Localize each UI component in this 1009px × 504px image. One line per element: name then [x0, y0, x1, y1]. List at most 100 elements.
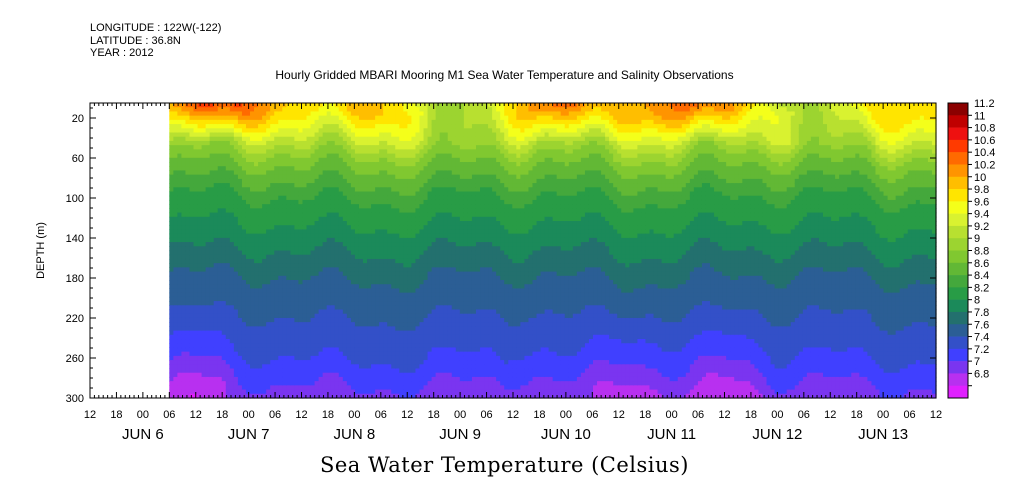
heatmap-cell: [314, 351, 320, 357]
heatmap-cell: [314, 389, 320, 395]
heatmap-cell: [387, 309, 392, 315]
heatmap-cell: [286, 258, 291, 264]
heatmap-cell: [451, 351, 457, 357]
heatmap-cell: [225, 267, 231, 273]
heatmap-cell: [363, 284, 368, 290]
heatmap-cell: [334, 183, 340, 188]
heatmap-cell: [342, 284, 348, 290]
heatmap-cell: [254, 250, 259, 256]
heatmap-cell: [209, 347, 215, 353]
heatmap-cell: [455, 107, 461, 113]
heatmap-cell: [322, 124, 328, 129]
heatmap-cell: [395, 191, 400, 197]
heatmap-cell: [423, 225, 429, 231]
heatmap-cell: [431, 187, 437, 193]
heatmap-cell: [318, 339, 324, 344]
heatmap-cell: [290, 132, 296, 138]
heatmap-cell: [254, 111, 259, 117]
heatmap-cell: [306, 372, 312, 378]
heatmap-cell: [326, 199, 332, 205]
heatmap-cell: [407, 372, 413, 378]
heatmap-cell: [294, 368, 300, 374]
heatmap-cell: [318, 233, 324, 239]
heatmap-cell: [367, 313, 372, 319]
heatmap-cell: [197, 288, 203, 294]
heatmap-cell: [302, 330, 308, 336]
heatmap-cell: [274, 280, 279, 285]
heatmap-cell: [258, 111, 263, 117]
heatmap-cell: [435, 174, 441, 180]
heatmap-cell: [367, 330, 372, 336]
heatmap-cell: [395, 275, 400, 281]
heatmap-cell: [375, 225, 380, 231]
heatmap-cell: [278, 149, 283, 155]
heatmap-cell: [229, 376, 235, 382]
heatmap-cell: [338, 271, 344, 277]
heatmap-cell: [358, 351, 364, 357]
heatmap-cell: [447, 170, 453, 176]
heatmap-cell: [294, 242, 300, 247]
heatmap-cell: [375, 309, 380, 315]
heatmap-cell: [358, 343, 364, 349]
heatmap-cell: [290, 242, 296, 247]
heatmap-cell: [375, 292, 380, 298]
heatmap-cell: [286, 162, 291, 167]
heatmap-cell: [282, 389, 287, 395]
heatmap-cell: [447, 351, 453, 357]
heatmap-cell: [306, 149, 312, 155]
heatmap-cell: [346, 326, 352, 332]
heatmap-cell: [177, 317, 183, 323]
heatmap-cell: [330, 128, 336, 134]
heatmap-cell: [262, 199, 267, 205]
heatmap-cell: [250, 376, 255, 382]
heatmap-cell: [266, 111, 271, 117]
heatmap-cell: [250, 140, 255, 146]
heatmap-cell: [274, 292, 279, 298]
heatmap-cell: [375, 351, 380, 357]
heatmap-cell: [326, 140, 332, 146]
heatmap-cell: [451, 229, 457, 235]
heatmap-cell: [451, 284, 457, 290]
heatmap-cell: [213, 339, 219, 344]
heatmap-cell: [391, 237, 396, 243]
heatmap-cell: [282, 132, 287, 138]
heatmap-cell: [395, 136, 400, 142]
heatmap-cell: [241, 115, 247, 121]
heatmap-cell: [197, 301, 203, 306]
heatmap-cell: [229, 111, 235, 117]
heatmap-cell: [387, 360, 392, 365]
heatmap-cell: [387, 157, 392, 163]
heatmap-cell: [254, 157, 259, 163]
heatmap-cell: [270, 258, 275, 264]
heatmap-cell: [415, 267, 421, 273]
heatmap-cell: [411, 183, 417, 188]
heatmap-cell: [330, 212, 336, 218]
heatmap-cell: [447, 204, 453, 209]
heatmap-cell: [169, 187, 174, 193]
heatmap-cell: [217, 317, 223, 323]
heatmap-cell: [403, 212, 408, 218]
heatmap-cell: [322, 140, 328, 146]
heatmap-cell: [451, 103, 457, 108]
heatmap-cell: [447, 225, 453, 231]
heatmap-cell: [177, 334, 183, 340]
heatmap-cell: [395, 132, 400, 138]
heatmap-cell: [290, 166, 296, 172]
heatmap-cell: [237, 115, 243, 121]
heatmap-cell: [367, 216, 372, 222]
heatmap-cell: [177, 330, 183, 336]
heatmap-cell: [258, 204, 263, 209]
heatmap-cell: [185, 149, 191, 155]
heatmap-cell: [363, 343, 368, 349]
heatmap-cell: [379, 187, 384, 193]
heatmap-cell: [375, 305, 380, 311]
heatmap-cell: [338, 250, 344, 256]
heatmap-cell: [342, 136, 348, 142]
heatmap-cell: [387, 280, 392, 285]
heatmap-cell: [338, 267, 344, 273]
heatmap-cell: [330, 305, 336, 311]
heatmap-cell: [197, 229, 203, 235]
heatmap-cell: [435, 368, 441, 374]
heatmap-cell: [363, 153, 368, 159]
heatmap-cell: [245, 225, 251, 231]
